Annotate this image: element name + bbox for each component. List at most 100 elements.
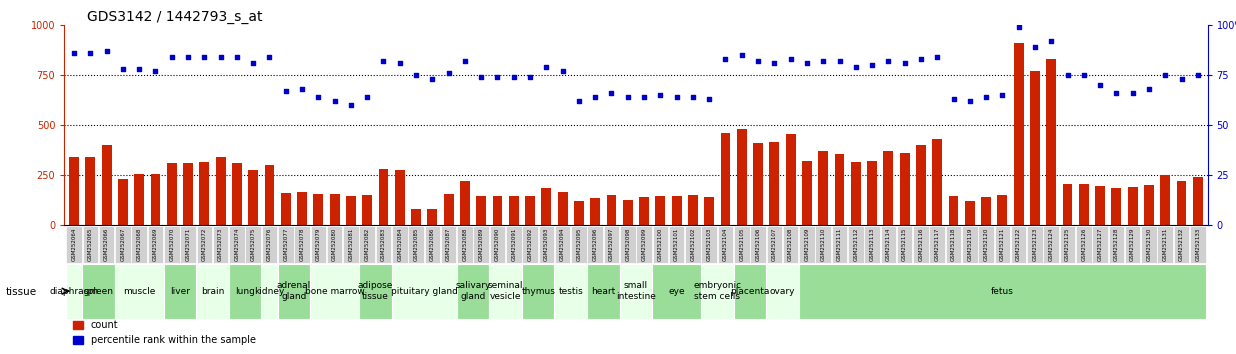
- FancyBboxPatch shape: [539, 226, 554, 263]
- FancyBboxPatch shape: [1109, 226, 1125, 263]
- Point: [80, 50, 100, 56]
- FancyBboxPatch shape: [832, 226, 848, 263]
- Text: GSM252129: GSM252129: [1130, 228, 1135, 261]
- Bar: [1014, 43, 1023, 225]
- Bar: [671, 196, 681, 225]
- Point: [716, 56, 735, 62]
- Bar: [705, 197, 714, 225]
- Point: [552, 68, 572, 74]
- Bar: [737, 129, 747, 225]
- FancyBboxPatch shape: [946, 226, 962, 263]
- Text: GSM252080: GSM252080: [332, 228, 337, 261]
- Bar: [135, 174, 145, 225]
- FancyBboxPatch shape: [131, 226, 147, 263]
- Text: GSM252064: GSM252064: [72, 228, 77, 261]
- Text: GSM252096: GSM252096: [593, 228, 598, 261]
- Text: GSM252090: GSM252090: [494, 228, 501, 261]
- Bar: [591, 198, 601, 225]
- FancyBboxPatch shape: [358, 264, 392, 319]
- Bar: [1111, 188, 1121, 225]
- Point: [829, 58, 849, 64]
- Text: GSM252108: GSM252108: [789, 228, 794, 261]
- Point: [210, 54, 230, 59]
- FancyBboxPatch shape: [1157, 226, 1173, 263]
- Text: GSM252087: GSM252087: [446, 228, 451, 261]
- FancyBboxPatch shape: [326, 226, 342, 263]
- FancyBboxPatch shape: [555, 264, 587, 319]
- Bar: [574, 201, 583, 225]
- FancyBboxPatch shape: [685, 226, 701, 263]
- Point: [455, 58, 475, 64]
- Bar: [378, 169, 388, 225]
- Point: [1188, 72, 1208, 78]
- Text: GSM252112: GSM252112: [853, 228, 858, 261]
- Text: GSM252095: GSM252095: [576, 228, 581, 261]
- Text: GSM252123: GSM252123: [1032, 228, 1037, 261]
- Bar: [281, 193, 290, 225]
- Bar: [557, 192, 567, 225]
- FancyBboxPatch shape: [587, 264, 619, 319]
- Point: [292, 86, 311, 92]
- Point: [569, 98, 588, 104]
- FancyBboxPatch shape: [66, 264, 82, 319]
- Point: [64, 50, 84, 56]
- Point: [227, 54, 247, 59]
- Text: GSM252106: GSM252106: [755, 228, 760, 261]
- Point: [96, 48, 116, 53]
- FancyBboxPatch shape: [473, 226, 489, 263]
- FancyBboxPatch shape: [344, 226, 358, 263]
- Bar: [69, 157, 79, 225]
- FancyBboxPatch shape: [995, 226, 1010, 263]
- FancyBboxPatch shape: [424, 226, 440, 263]
- Text: GSM252078: GSM252078: [299, 228, 304, 261]
- FancyBboxPatch shape: [603, 226, 619, 263]
- Bar: [117, 179, 127, 225]
- Text: GSM252109: GSM252109: [805, 228, 810, 261]
- Bar: [265, 165, 274, 225]
- FancyBboxPatch shape: [782, 226, 798, 263]
- Text: embryonic
stem cells: embryonic stem cells: [693, 281, 742, 301]
- Text: GSM252124: GSM252124: [1048, 228, 1054, 261]
- FancyBboxPatch shape: [897, 226, 912, 263]
- Text: GSM252110: GSM252110: [821, 228, 826, 261]
- Text: GSM252116: GSM252116: [918, 228, 923, 261]
- Text: GSM252082: GSM252082: [365, 228, 370, 261]
- Text: adipose
tissue: adipose tissue: [357, 281, 393, 301]
- FancyBboxPatch shape: [310, 264, 358, 319]
- Point: [700, 96, 719, 102]
- FancyBboxPatch shape: [197, 226, 213, 263]
- Point: [423, 76, 442, 82]
- Bar: [509, 196, 519, 225]
- Point: [618, 94, 638, 99]
- Point: [586, 94, 606, 99]
- Text: GSM252069: GSM252069: [153, 228, 158, 261]
- Point: [260, 54, 279, 59]
- Text: heart: heart: [591, 287, 616, 296]
- Bar: [607, 195, 617, 225]
- Text: GSM252100: GSM252100: [658, 228, 662, 261]
- Bar: [297, 192, 307, 225]
- FancyBboxPatch shape: [701, 264, 734, 319]
- Text: placenta: placenta: [730, 287, 770, 296]
- Bar: [868, 161, 878, 225]
- Point: [781, 56, 801, 62]
- FancyBboxPatch shape: [734, 226, 749, 263]
- FancyBboxPatch shape: [392, 226, 408, 263]
- FancyBboxPatch shape: [653, 226, 669, 263]
- FancyBboxPatch shape: [489, 264, 522, 319]
- Text: GSM252065: GSM252065: [88, 228, 93, 261]
- FancyBboxPatch shape: [522, 264, 555, 319]
- FancyBboxPatch shape: [620, 226, 635, 263]
- Text: GDS3142 / 1442793_s_at: GDS3142 / 1442793_s_at: [87, 10, 262, 24]
- FancyBboxPatch shape: [1174, 226, 1189, 263]
- Bar: [688, 195, 698, 225]
- Text: kidney: kidney: [255, 287, 284, 296]
- Text: seminal
vesicle: seminal vesicle: [488, 281, 523, 301]
- Bar: [330, 194, 340, 225]
- Point: [1025, 44, 1044, 50]
- FancyBboxPatch shape: [83, 226, 98, 263]
- FancyBboxPatch shape: [913, 226, 928, 263]
- Text: GSM252101: GSM252101: [674, 228, 679, 261]
- Point: [845, 64, 865, 70]
- FancyBboxPatch shape: [441, 226, 456, 263]
